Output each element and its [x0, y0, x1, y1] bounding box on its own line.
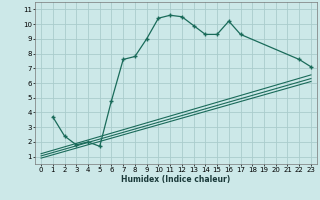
X-axis label: Humidex (Indice chaleur): Humidex (Indice chaleur)	[121, 175, 231, 184]
